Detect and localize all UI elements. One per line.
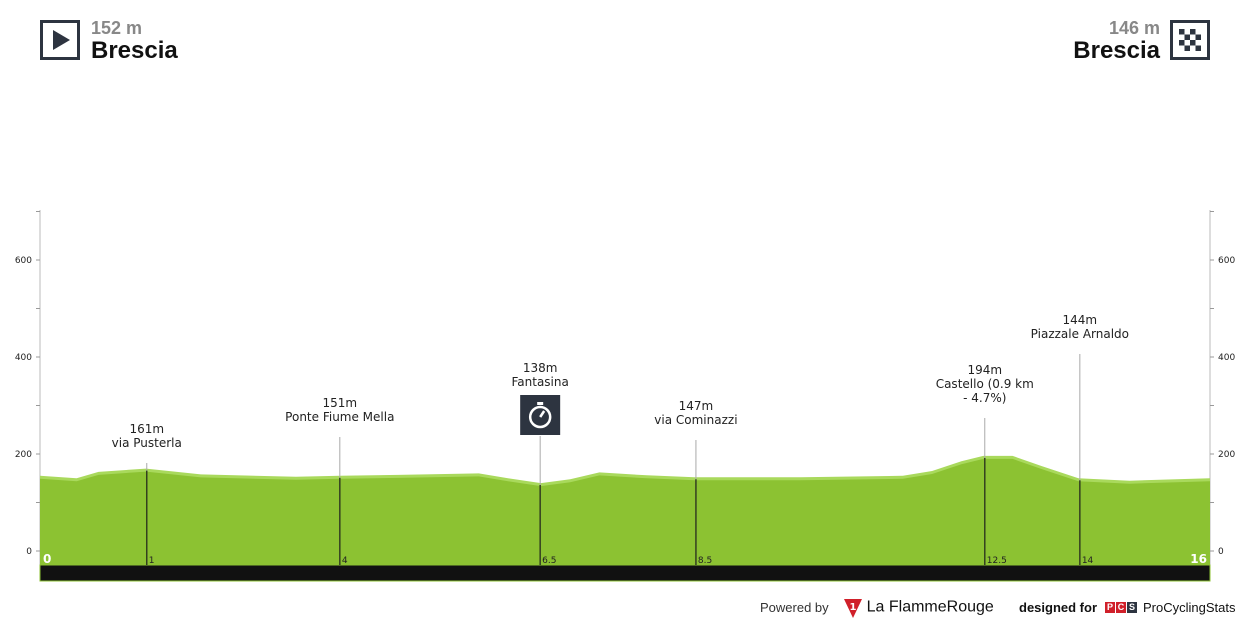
designed-for-text: designed for [1019,600,1098,615]
x-tick-label: 6.5 [542,556,556,566]
y-tick-label-left: 400 [15,353,32,363]
brand-text: La FlammeRouge [866,598,994,616]
x-tick-label: 1 [149,556,155,566]
y-tick-label-right: 0 [1218,547,1224,557]
marker-name-line2: - 4.7%) [963,391,1006,405]
svg-text:1: 1 [850,602,857,613]
stopwatch-icon [520,395,561,435]
start-altitude: 152 m [91,18,143,38]
marker-elevation: 151m [323,396,358,410]
start-header: 152 m Brescia [40,18,240,68]
y-tick-label-left: 200 [15,450,32,460]
start-city: Brescia [91,37,178,64]
la-flamme-rouge-logo[interactable]: 1 La FlammeRouge [843,597,994,619]
marker-name: Piazzale Arnaldo [1031,327,1129,341]
pcs-logo-letter: S [1127,602,1137,613]
marker-elevation: 138m [523,361,558,375]
marker-name: Fantasina [511,375,568,389]
x-start-label: 0 [43,552,51,566]
y-tick-label-right: 200 [1218,450,1235,460]
marker-name: via Pusterla [112,436,182,450]
flamme-rouge-icon: 1 [844,599,862,618]
y-tick-label-left: 0 [26,547,32,557]
x-tick-label: 14 [1082,556,1094,566]
finish-header: 146 m Brescia [1010,18,1210,68]
marker-elevation: 161m [129,422,164,436]
x-tick-label: 4 [342,556,348,566]
x-tick-label: 12.5 [987,556,1007,566]
finish-city: Brescia [1073,37,1160,64]
x-end-label: 16 [1190,552,1207,566]
y-tick-label-left: 600 [15,256,32,266]
powered-by-text: Powered by [760,600,829,615]
marker-elevation: 144m [1063,313,1098,327]
pcs-logo-letter: C [1116,602,1126,613]
profile-area [40,458,1210,568]
base-bar [39,564,1211,582]
powered-by: Powered by [760,600,829,615]
pcs-logo-letter: P [1105,602,1115,613]
play-icon [40,20,80,60]
marker-name: via Cominazzi [654,413,737,427]
marker-elevation: 194m [967,363,1002,377]
checkered-flag-icon [1170,20,1210,60]
stopwatch-hand [539,410,546,418]
stopwatch-face [528,405,552,429]
x-tick-label: 8.5 [698,556,712,566]
y-tick-label-right: 600 [1218,256,1235,266]
stopwatch-crown [537,402,544,405]
marker-name: Ponte Fiume Mella [285,410,394,424]
marker-name: Castello (0.9 km [936,377,1034,391]
pcs-name: ProCyclingStats [1143,600,1236,615]
designed-for: designed for [1019,600,1097,615]
finish-altitude: 146 m [1108,18,1160,38]
y-tick-label-right: 400 [1218,353,1235,363]
marker-elevation: 147m [679,399,714,413]
